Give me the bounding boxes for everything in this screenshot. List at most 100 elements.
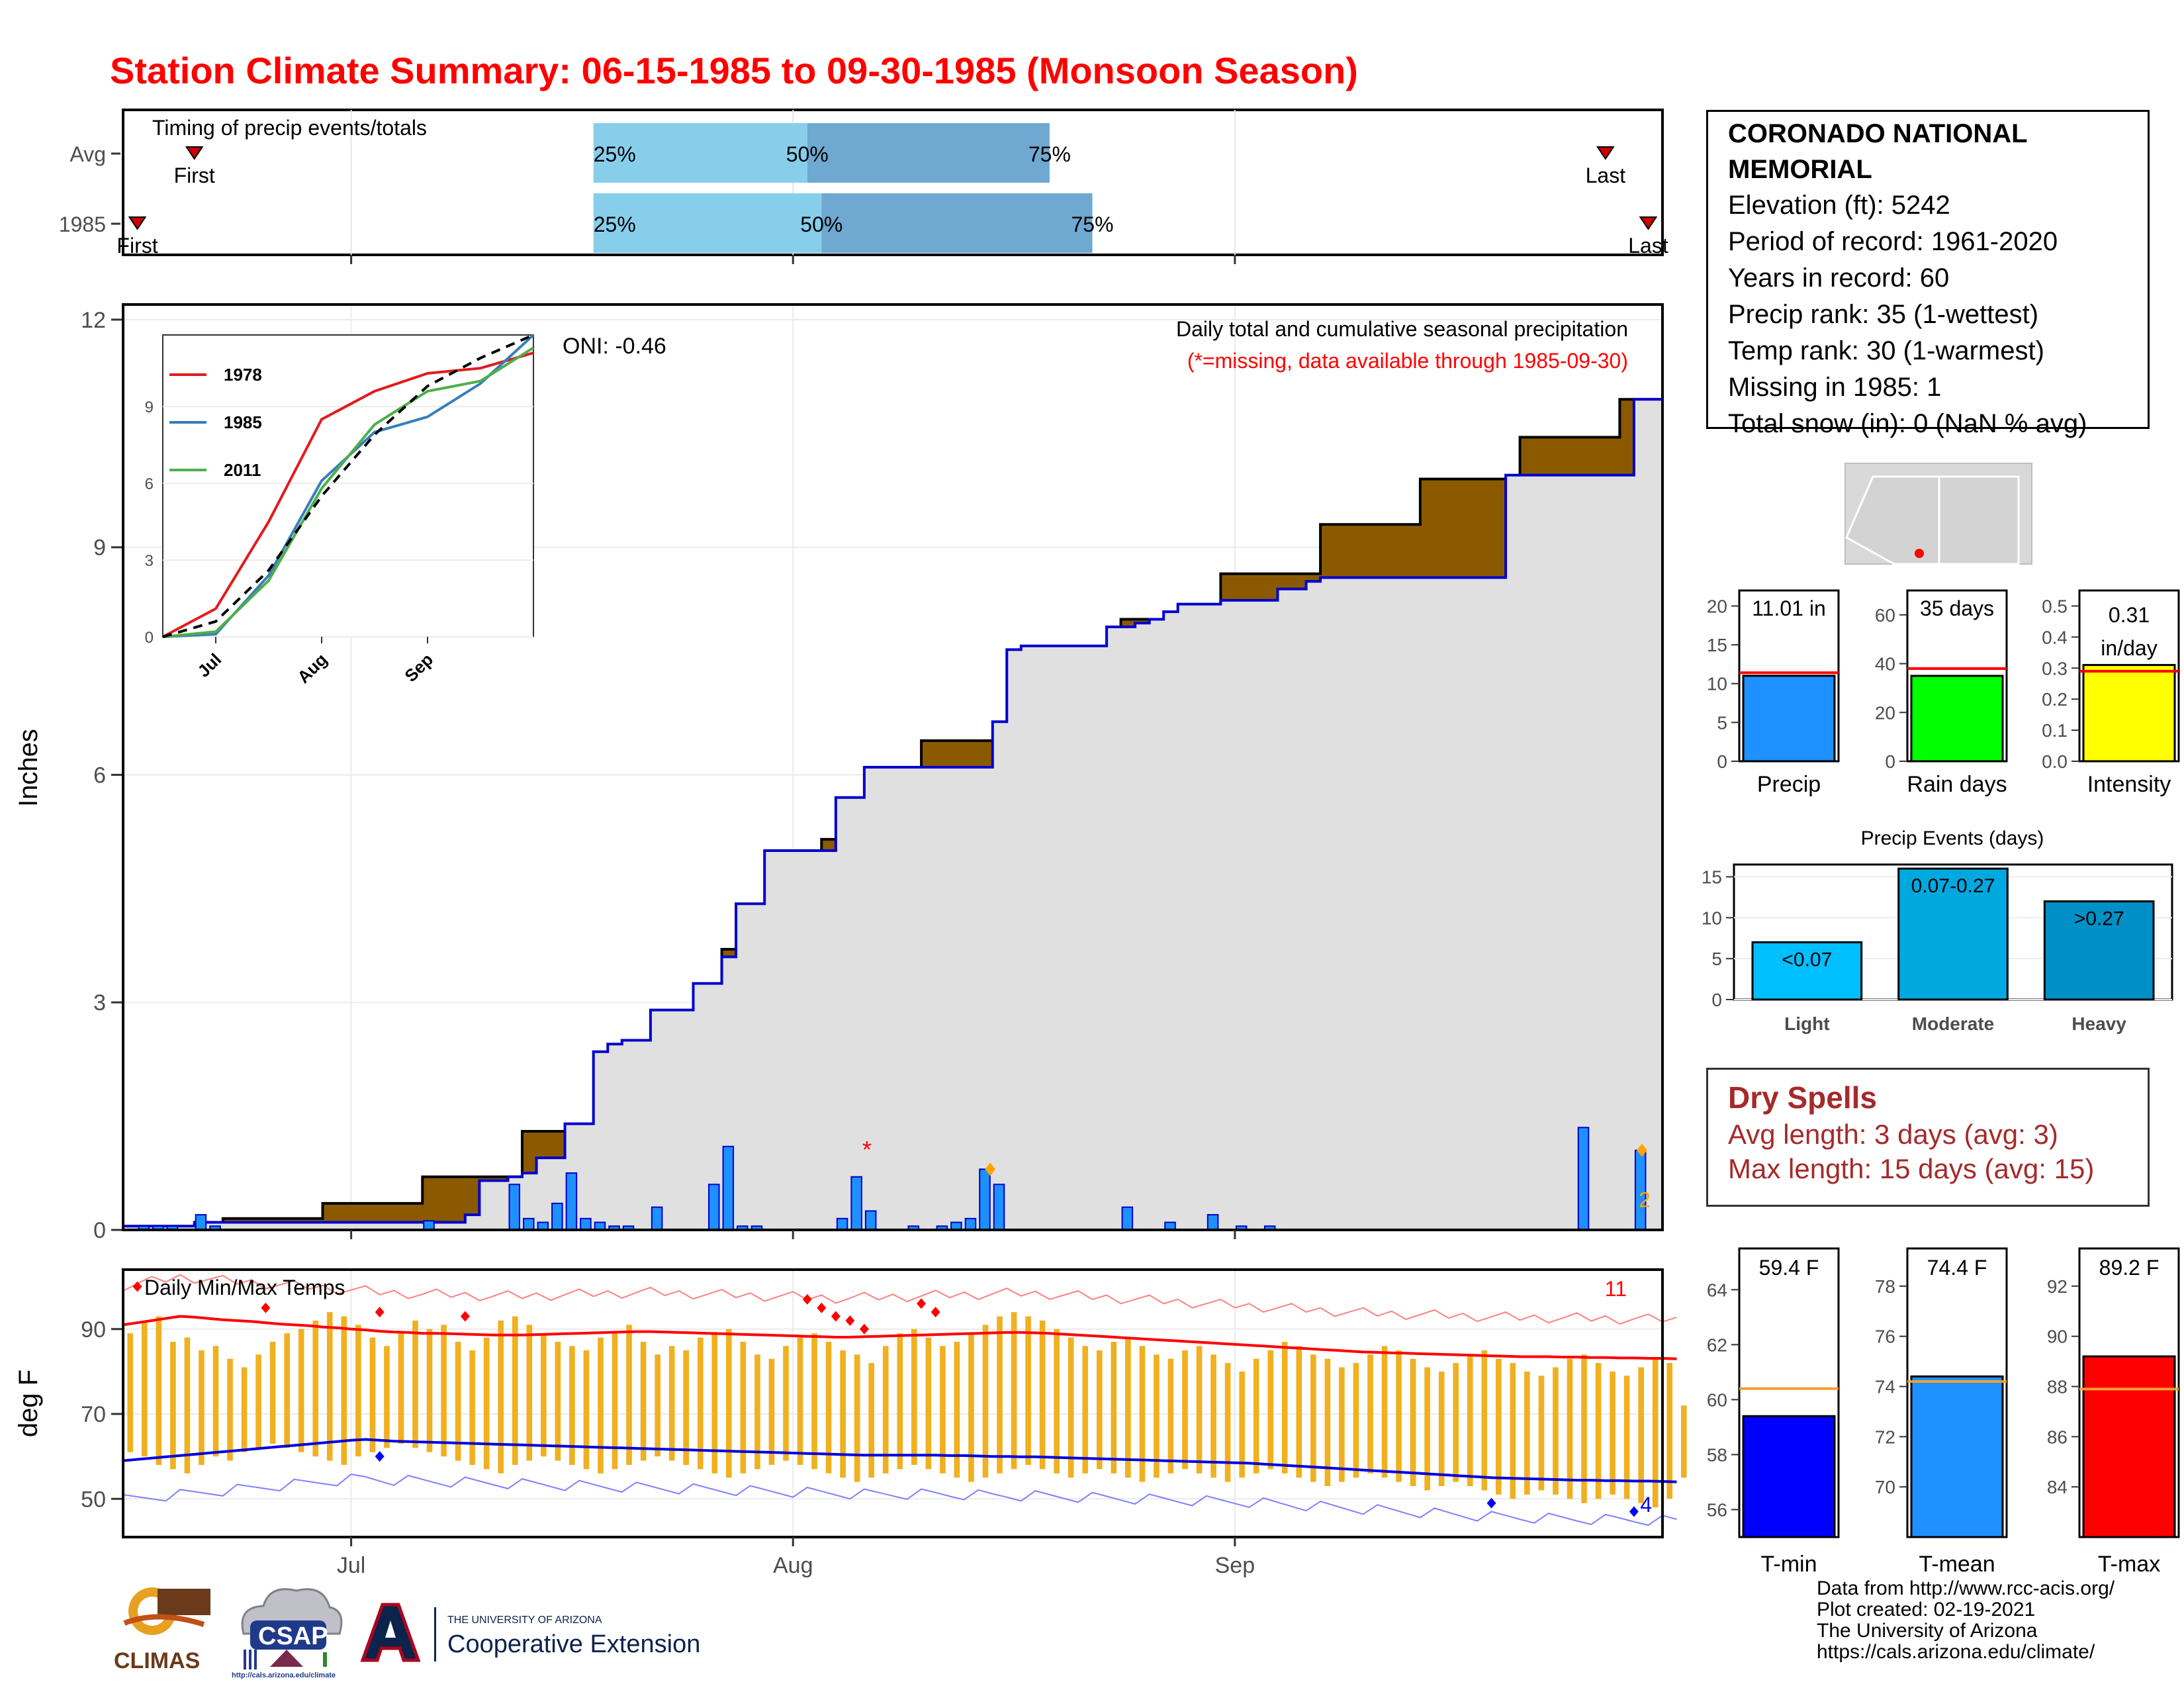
daily-temp-bar: [1068, 1337, 1074, 1478]
temp-summary-ytick-label: 74: [1875, 1377, 1895, 1397]
summary-ytick-label: 0.1: [2042, 720, 2068, 741]
summary-raindays-bar: [1910, 675, 2004, 763]
station-snow: Total snow (in): 0 (NaN % avg): [1728, 409, 2087, 438]
daily-temp-bar: [241, 1367, 248, 1452]
daily-temp-bar: [298, 1329, 304, 1452]
daily-temp-bar: [1538, 1376, 1545, 1491]
daily-temp-bar: [541, 1333, 547, 1457]
record-high-marker: [917, 1298, 927, 1309]
daily-temp-bar: [355, 1325, 361, 1457]
summary-ytick-label: 60: [1875, 605, 1895, 626]
daily-temp-bar: [868, 1363, 875, 1478]
year-cumulative-line: [123, 398, 1662, 1228]
daily-temp-bar: [811, 1333, 817, 1470]
daily-temp-bar: [683, 1350, 690, 1465]
daily-temp-bar: [1610, 1371, 1615, 1495]
record-high-marker: [845, 1315, 855, 1326]
ua-logo-graphic: THE UNIVERSITY OF ARIZONA Cooperative Ex…: [360, 1603, 700, 1662]
timing-first-marker: [128, 216, 147, 230]
record-high-marker: [132, 1281, 142, 1292]
summary-raindays-value: 35 days: [1920, 596, 1994, 620]
station-location-dot: [1915, 549, 1924, 558]
daily-temp-bar: [1553, 1367, 1559, 1495]
temp-summary-label: T-min: [1761, 1552, 1817, 1577]
daily-temp-bar: [754, 1354, 760, 1470]
daily-temp-bar: [1054, 1329, 1060, 1474]
inset-frame: [162, 334, 534, 637]
events-bar: [1751, 941, 1863, 1001]
csap-logo-text: CSAP: [258, 1622, 328, 1650]
summary-ytick-label: 0.4: [2042, 627, 2068, 647]
timing-pct-75: 75%: [1028, 142, 1071, 166]
daily-precip-bar: [850, 1176, 862, 1231]
daily-temp-bar: [783, 1346, 789, 1461]
dry-spells-max: Max length: 15 days (avg: 15): [1728, 1153, 2095, 1184]
daily-temp-bar: [768, 1358, 775, 1465]
daily-temp-bar: [341, 1316, 347, 1465]
temp-summary-value: 74.4 F: [1927, 1256, 1987, 1280]
timing-pct-25: 25%: [594, 142, 636, 166]
daily-precip-bar: [551, 1202, 563, 1231]
precip-ytick-label: 9: [93, 536, 106, 561]
inset-legend-label: 2011: [224, 460, 261, 480]
month-tick-label: Sep: [1215, 1553, 1255, 1578]
climas-logo-graphic: CLIMAS: [114, 1587, 210, 1673]
daily-temp-bar: [1353, 1363, 1359, 1478]
record-high-marker: [831, 1311, 841, 1322]
temp-panel-frame: [122, 1268, 1664, 1538]
summary-ytick-label: 0.5: [2042, 596, 2068, 616]
summary-raindays-label: Rain days: [1907, 772, 2007, 797]
daily-precip-bar: [651, 1206, 663, 1231]
daily-temp-bar: [1182, 1350, 1188, 1470]
daily-temp-bar: [1125, 1337, 1131, 1478]
credit-line-source: Data from http://www.rcc-acis.org/: [1817, 1577, 2115, 1599]
events-bar-label: <0.07: [1782, 949, 1832, 970]
daily-temp-bar: [398, 1333, 404, 1444]
daily-temp-bar: [940, 1346, 946, 1474]
temp-summary-ytick-label: 86: [2047, 1427, 2068, 1447]
events-category-label: Light: [1784, 1013, 1829, 1034]
daily-temp-bar: [1367, 1354, 1373, 1474]
daily-temp-bar: [1381, 1346, 1388, 1478]
daily-precip-bar: [523, 1217, 535, 1231]
summary-ytick-label: 40: [1875, 654, 1895, 675]
ua-cooperative-extension-logo: THE UNIVERSITY OF ARIZONA Cooperative Ex…: [357, 1602, 741, 1668]
daily-temp-bar: [655, 1354, 660, 1457]
daily-temp-bar: [626, 1325, 632, 1465]
daily-temp-bar: [1281, 1342, 1288, 1474]
temp-summary-value: 89.2 F: [2099, 1256, 2160, 1280]
avg-tmin-line: [122, 1438, 1677, 1483]
record-high-marker: [931, 1307, 940, 1318]
daily-temp-bar: [1595, 1363, 1602, 1499]
daily-precip-bar: [1121, 1206, 1134, 1231]
daily-temp-bar: [854, 1354, 860, 1482]
summary-ytick-label: 0.0: [2042, 751, 2068, 772]
daily-temp-bar: [227, 1358, 233, 1461]
timing-pct-75: 75%: [1071, 212, 1113, 236]
precip-ytick-label: 6: [93, 763, 106, 788]
summary-ytick-label: 0: [1717, 751, 1727, 772]
csap-logo-url: http://cals.arizona.edu/climate: [232, 1671, 336, 1679]
daily-temp-bar: [1267, 1350, 1274, 1470]
temp-summary-label: T-max: [2098, 1552, 2160, 1577]
events-bar: [1897, 867, 2009, 1001]
timing-pct-50: 50%: [800, 212, 842, 236]
daily-temp-bar: [455, 1342, 461, 1461]
events-category-label: Moderate: [1912, 1013, 1994, 1034]
daily-temp-bar: [284, 1333, 290, 1448]
daily-temp-bar: [612, 1333, 618, 1470]
page-title: Station Climate Summary: 06-15-1985 to 0…: [110, 50, 1358, 91]
record-high-marker: [261, 1302, 271, 1313]
daily-temp-bar: [1239, 1371, 1245, 1478]
daily-temp-bar: [668, 1346, 675, 1461]
temp-summary-ytick-label: 76: [1875, 1327, 1895, 1347]
daily-temp-bar: [882, 1346, 889, 1474]
record-low-marker: [1486, 1497, 1496, 1509]
dry-spells-title: Dry Spells: [1728, 1080, 1877, 1115]
daily-temp-bar: [1111, 1342, 1117, 1474]
daily-temp-bar: [897, 1333, 903, 1470]
climas-logo: CLIMAS: [111, 1583, 217, 1676]
timing-bar-50-75: [821, 193, 1093, 253]
precip-y-axis-label: Inches: [14, 729, 43, 807]
daily-temp-bar: [840, 1350, 846, 1478]
